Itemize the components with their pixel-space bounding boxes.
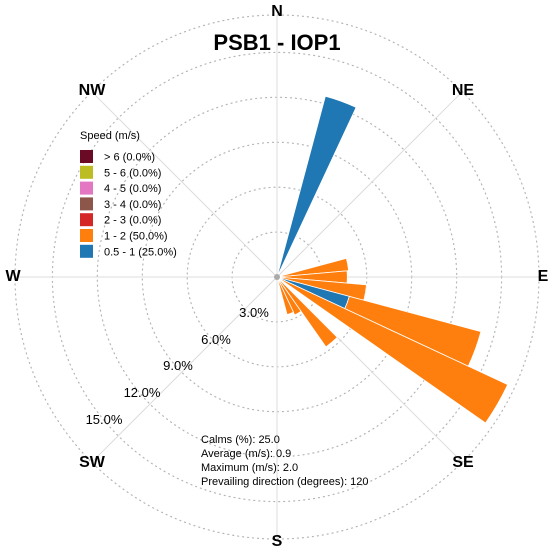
compass-s: S — [272, 533, 283, 549]
legend-label: 4 - 5 (0.0%) — [104, 183, 161, 195]
grid-spoke — [91, 276, 278, 463]
stats-calms: Calms (%): 25.0 — [201, 434, 280, 446]
legend-swatch — [80, 150, 93, 163]
compass-w: W — [5, 268, 21, 285]
compass-ne: NE — [452, 82, 475, 99]
legend-label: 2 - 3 (0.0%) — [104, 215, 161, 227]
legend-label: 1 - 2 (50.0%) — [104, 231, 168, 243]
legend-swatch — [80, 244, 93, 258]
legend-label: > 6 (0.0%) — [104, 152, 155, 164]
legend-label: 5 - 6 (0.0%) — [104, 167, 161, 179]
compass-nw: NW — [79, 82, 107, 99]
grid-spoke — [276, 91, 463, 278]
legend-swatch — [80, 165, 93, 179]
legend-swatch — [80, 197, 93, 211]
ring-label-15: 15.0% — [86, 412, 123, 427]
compass-se: SE — [452, 454, 474, 471]
ring-label-6: 6.0% — [201, 332, 231, 347]
legend-title: Speed (m/s) — [80, 130, 140, 142]
compass-e: E — [538, 268, 549, 285]
stats-maximum: Maximum (m/s): 2.0 — [201, 462, 298, 474]
ring-label-9: 9.0% — [163, 358, 193, 373]
ring-label-12: 12.0% — [124, 385, 161, 400]
legend-swatch — [80, 181, 93, 195]
wind-sector-80-1-2 — [276, 257, 350, 278]
compass-n: N — [271, 3, 283, 20]
chart-title: PSB1 - IOP1 — [213, 30, 340, 55]
legend-label: 0.5 - 1 (25.0%) — [104, 246, 177, 258]
legend-swatch — [80, 213, 93, 227]
legend-label: 3 - 4 (0.0%) — [104, 199, 161, 211]
grid-spoke — [91, 91, 278, 278]
wind-sector-160-1-2 — [276, 276, 295, 316]
legend: Speed (m/s) > 6 (0.0%) 5 - 6 (0.0%) 4 - 5 … — [80, 130, 177, 258]
wind-sector-120-1-2 — [276, 276, 509, 424]
ring-label-3: 3.0% — [239, 305, 269, 320]
wind-sectors — [276, 95, 509, 424]
wind-sector-20-0.5-1 — [276, 95, 357, 278]
stats-block: Calms (%): 25.0 Average (m/s): 0.9 Maxim… — [201, 434, 369, 488]
wind-sector-140-1-2 — [276, 276, 338, 348]
polar-grid — [14, 14, 540, 540]
stats-prevailing: Prevailing direction (degrees): 120 — [201, 476, 369, 488]
compass-sw: SW — [79, 454, 106, 471]
stats-average: Average (m/s): 0.9 — [201, 448, 291, 460]
wind-sector-150-1-2 — [276, 276, 302, 316]
center-point — [274, 274, 280, 280]
legend-swatch — [80, 229, 93, 242]
